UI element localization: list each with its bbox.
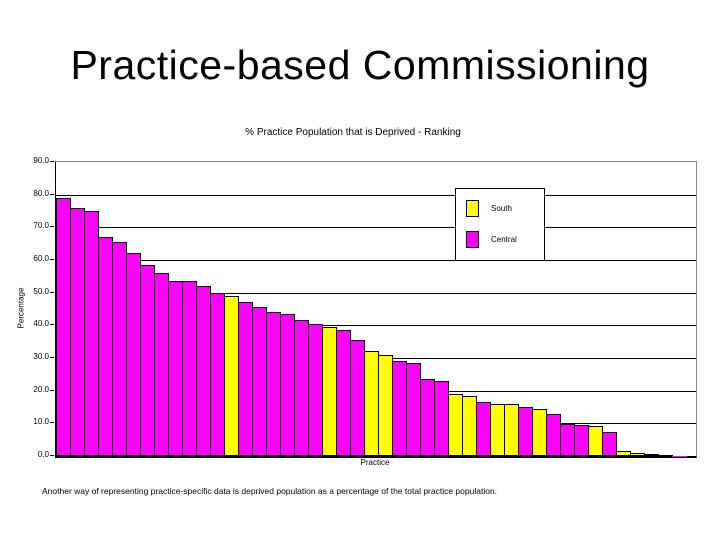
bar [518,407,533,456]
bar [98,237,113,456]
bar [616,451,631,456]
y-tick-label: 70.0 [33,221,49,231]
bar [336,330,351,456]
bar [658,454,673,456]
bar [322,326,337,456]
y-tick-mark [50,291,54,293]
bar [280,313,295,456]
bar [112,242,127,456]
y-tick-mark [50,193,54,195]
y-tick-mark [50,455,54,456]
bar [560,424,575,456]
bar [532,408,547,456]
y-tick-mark [50,422,54,424]
bar [140,264,155,456]
y-tick-label: 0.0 [37,450,49,459]
y-tick-mark [50,389,54,391]
y-tick-mark [50,226,54,228]
bar [364,351,379,456]
bar [546,413,561,456]
bar [266,312,281,456]
y-tick-label: 60.0 [33,254,49,263]
bar [378,354,393,456]
x-axis-label: Practice [360,458,390,467]
gridline [56,325,696,327]
bar [126,253,141,456]
bar [434,380,449,456]
bar [70,207,85,456]
legend-label-south: South [491,204,512,213]
gridline [56,292,696,294]
y-tick-label: 50.0 [33,286,49,296]
bar [602,431,617,456]
bar [56,197,71,456]
bar [84,211,99,456]
bar [630,452,645,456]
legend: South Central [455,188,545,261]
bar [448,393,463,456]
y-tick-label: 40.0 [33,319,49,329]
legend-swatch-south [466,200,479,217]
bar [476,402,491,456]
bar [644,454,659,456]
bar [574,425,589,456]
plot-area [55,161,697,458]
gridline [56,227,696,229]
bar [210,292,225,456]
y-tick-mark [50,259,54,260]
slide-title: Practice-based Commissioning [70,42,650,88]
y-tick-mark [50,357,54,358]
y-tick-label: 90.0 [33,156,49,165]
bar [308,323,323,456]
bar [406,362,421,456]
gridline [56,194,696,196]
bar [168,281,183,456]
bar [238,302,253,456]
bar [154,273,169,456]
bar [504,403,519,456]
y-tick-label: 10.0 [33,417,49,427]
bar [588,425,603,456]
y-tick-mark [50,324,54,326]
footer-note: Another way of representing practice-spe… [42,486,498,496]
bar [294,320,309,456]
bar [392,361,407,456]
legend-swatch-central [466,231,479,248]
y-tick-label: 30.0 [33,352,49,361]
bar [252,307,267,456]
bar [350,340,365,456]
bar [224,295,239,456]
bar [490,403,505,456]
legend-label-central: Central [491,235,517,244]
chart-title: % Practice Population that is Deprived -… [245,127,461,138]
bar [196,286,211,456]
bar [462,395,477,456]
y-tick-mark [50,161,54,162]
y-tick-label: 20.0 [33,384,49,394]
bar [182,281,197,456]
bar [420,379,435,456]
y-tick-label: 80.0 [33,188,49,198]
gridline [56,260,696,261]
